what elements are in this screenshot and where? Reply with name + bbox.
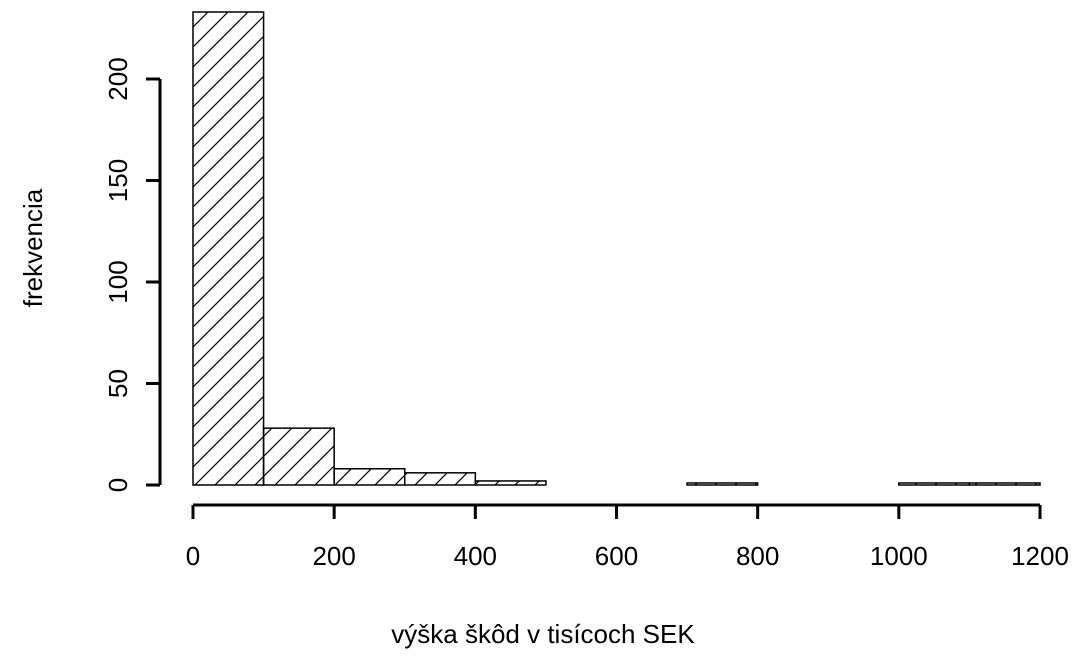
bar — [686, 482, 759, 486]
bar — [333, 468, 406, 486]
bar — [404, 472, 477, 486]
x-tick-label: 600 — [595, 541, 638, 571]
x-tick-label: 400 — [454, 541, 497, 571]
x-tick-label: 200 — [312, 541, 355, 571]
y-tick-label: 0 — [103, 478, 133, 492]
x-tick-label: 0 — [186, 541, 200, 571]
bar — [474, 480, 547, 486]
y-axis-title: frekvencia — [18, 188, 48, 307]
y-tick-label: 100 — [103, 260, 133, 303]
x-tick-label: 1000 — [870, 541, 928, 571]
bar — [898, 482, 971, 486]
y-tick-label: 150 — [103, 159, 133, 202]
x-axis-title: výška škôd v tisícoch SEK — [391, 619, 695, 649]
x-tick-label: 1200 — [1011, 541, 1069, 571]
x-tick-label: 800 — [736, 541, 779, 571]
bar — [968, 482, 1041, 486]
bar — [262, 427, 335, 486]
y-tick-label: 200 — [103, 57, 133, 100]
bar — [192, 11, 265, 486]
y-tick-label: 50 — [103, 369, 133, 398]
